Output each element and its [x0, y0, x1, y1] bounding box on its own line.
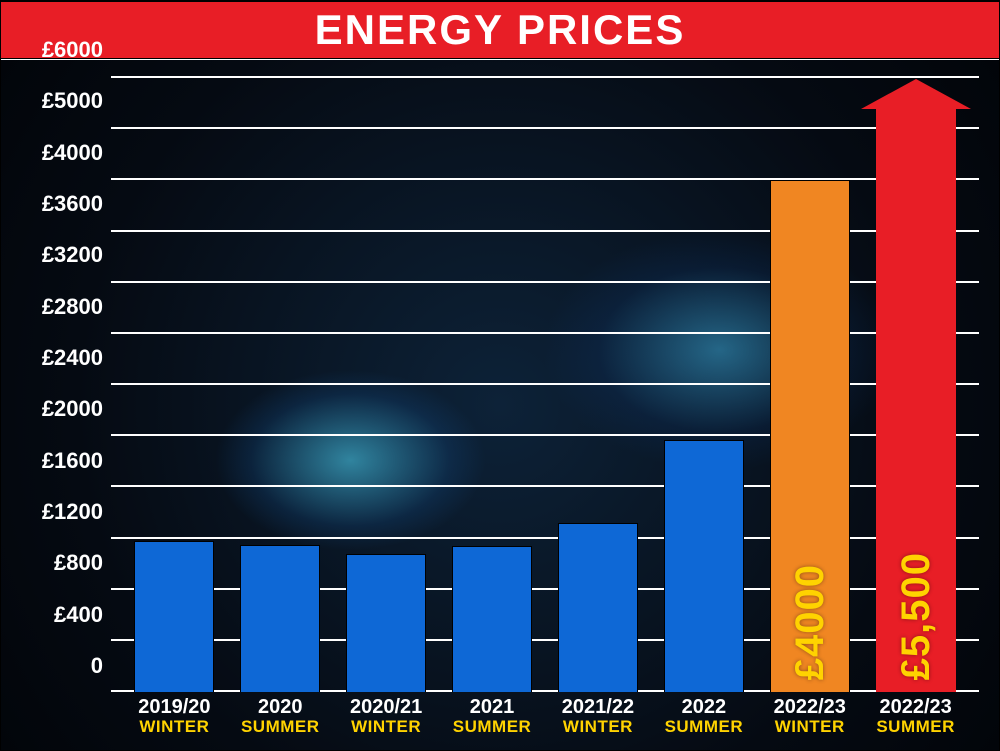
y-tick-label: £2800	[42, 294, 111, 320]
chart-title: ENERGY PRICES	[315, 6, 686, 54]
y-tick-label: £4000	[42, 140, 111, 166]
x-season-label: WINTER	[138, 718, 210, 737]
x-season-label: SUMMER	[665, 718, 744, 737]
data-bar	[346, 554, 426, 692]
x-tick-label: 2022/23WINTER	[774, 696, 846, 737]
x-period-label: 2020	[241, 696, 320, 718]
x-season-label: WINTER	[774, 718, 846, 737]
data-bar	[134, 541, 214, 692]
y-tick-label: 0	[91, 653, 111, 679]
x-season-label: SUMMER	[876, 718, 955, 737]
y-tick-label: £3200	[42, 242, 111, 268]
x-period-label: 2020/21	[350, 696, 422, 718]
y-tick-label: £6000	[42, 37, 111, 63]
bar-slot	[452, 78, 532, 692]
bar-slot	[240, 78, 320, 692]
bar-value-label: £5,500	[894, 552, 939, 680]
x-tick-label: 2020SUMMER	[241, 696, 320, 737]
bar-slot: £5,500	[876, 78, 956, 692]
data-bar	[558, 523, 638, 692]
bar-value-label: £4000	[788, 564, 833, 680]
bar-slot: £4000	[770, 78, 850, 692]
x-period-label: 2022	[665, 696, 744, 718]
bar-slot	[346, 78, 426, 692]
x-season-label: SUMMER	[241, 718, 320, 737]
bar-slot	[558, 78, 638, 692]
x-tick-label: 2021/22WINTER	[562, 696, 634, 737]
x-axis-labels: 2019/20WINTER2020SUMMER2020/21WINTER2021…	[111, 692, 979, 750]
bar-slot	[134, 78, 214, 692]
chart-container: ENERGY PRICES 0 £400 £800 £1200 £1600 £2000 £2…	[0, 0, 1000, 751]
x-tick-label: 2020/21WINTER	[350, 696, 422, 737]
x-tick-label: 2022SUMMER	[665, 696, 744, 737]
y-tick-label: £2400	[42, 345, 111, 371]
chart-area: 0 £400 £800 £1200 £1600 £2000 £2400 £2800 £3200 £…	[1, 60, 999, 750]
y-tick-label: £5000	[42, 88, 111, 114]
plot-region: 0£400£800£1200£1600£2000£2400£2800£3200£…	[111, 78, 979, 692]
data-bar	[240, 545, 320, 692]
x-period-label: 2019/20	[138, 696, 210, 718]
x-tick-label: 2022/23SUMMER	[876, 696, 955, 737]
x-season-label: SUMMER	[453, 718, 532, 737]
x-tick-label: 2021SUMMER	[453, 696, 532, 737]
title-bar: ENERGY PRICES	[1, 1, 999, 59]
x-tick-label: 2019/20WINTER	[138, 696, 210, 737]
x-period-label: 2022/23	[774, 696, 846, 718]
data-bar	[452, 546, 532, 692]
y-tick-label: £800	[54, 550, 111, 576]
bar-slot	[664, 78, 744, 692]
x-season-label: WINTER	[562, 718, 634, 737]
y-tick-label: £1600	[42, 448, 111, 474]
y-tick-label: £1200	[42, 499, 111, 525]
y-tick-label: £2000	[42, 396, 111, 422]
y-tick-label: £400	[54, 602, 111, 628]
x-period-label: 2021/22	[562, 696, 634, 718]
x-period-label: 2021	[453, 696, 532, 718]
y-tick-label: £3600	[42, 191, 111, 217]
arrow-head-icon	[861, 79, 971, 109]
data-bar	[664, 440, 744, 692]
x-season-label: WINTER	[350, 718, 422, 737]
x-period-label: 2022/23	[876, 696, 955, 718]
